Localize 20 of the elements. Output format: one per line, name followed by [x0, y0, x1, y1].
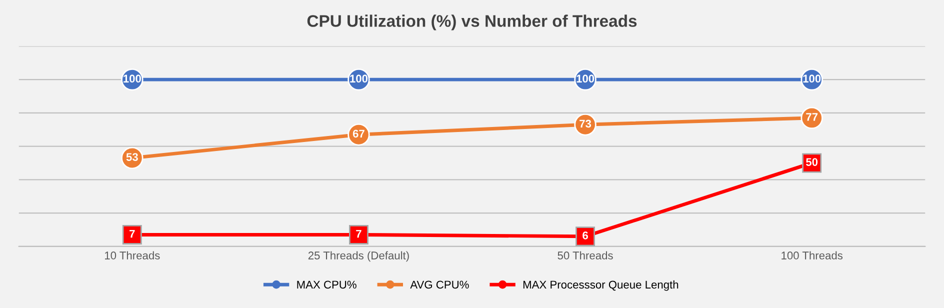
data-label: 100 — [803, 74, 821, 83]
x-tick-label: 100 Threads — [782, 251, 843, 260]
data-label: 77 — [806, 113, 818, 121]
data-label: 53 — [126, 153, 138, 161]
x-tick-label: 25 Threads (Default) — [308, 251, 409, 262]
legend-label: MAX Processsor Queue Length — [523, 280, 678, 291]
data-label: 73 — [580, 120, 592, 128]
legend-label: AVG CPU% — [410, 280, 469, 289]
data-label: 50 — [806, 158, 818, 166]
chart-title: CPU Utilization (%) vs Number of Threads — [307, 14, 637, 30]
data-label: 100 — [124, 74, 141, 83]
data-label: 6 — [582, 232, 588, 240]
x-tick-label: 10 Threads — [105, 251, 160, 260]
data-label: 7 — [356, 230, 362, 238]
data-label: 67 — [352, 130, 364, 138]
x-tick-label: 50 Threads — [558, 251, 613, 260]
data-label: 100 — [576, 74, 594, 83]
data-label: 100 — [350, 74, 368, 83]
legend-label: MAX CPU% — [297, 280, 356, 289]
data-label: 7 — [130, 230, 135, 238]
